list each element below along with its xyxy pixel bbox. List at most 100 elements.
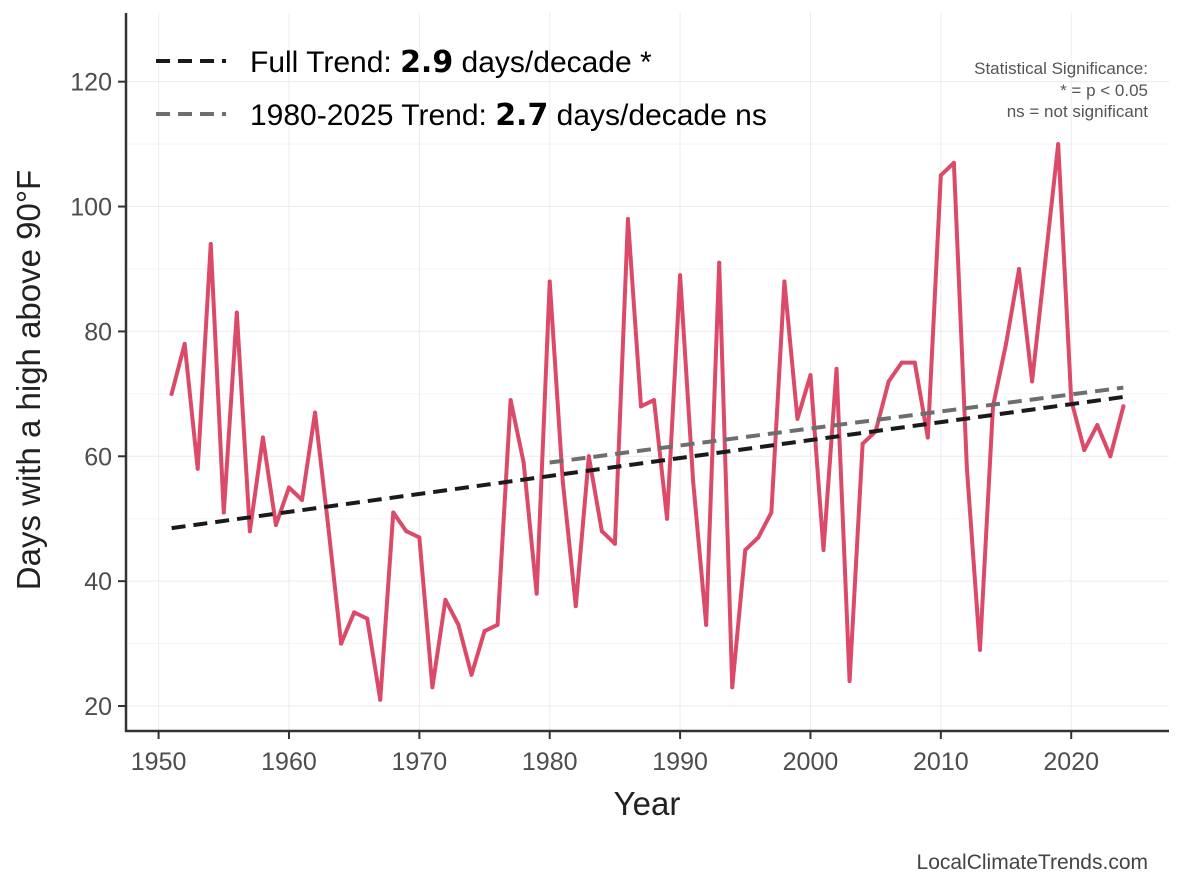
data-point-1952: [182, 341, 187, 346]
data-point-1998: [782, 279, 787, 284]
data-point-1977: [508, 398, 513, 403]
data-point-1987: [638, 404, 643, 409]
x-tick-label-2010: 2010: [913, 748, 969, 776]
data-point-1983: [586, 454, 591, 459]
axes: [124, 13, 1169, 733]
data-point-1973: [456, 622, 461, 627]
data-point-1993: [717, 260, 722, 265]
y-axis-title: Days with a high above 90°F: [10, 170, 47, 590]
data-point-2006: [886, 379, 891, 384]
data-point-1985: [612, 541, 617, 546]
source-credit: LocalClimateTrends.com: [917, 851, 1148, 874]
x-tick-label-1990: 1990: [652, 748, 708, 776]
x-ticks: 1950 1960 1970 1980 1990 2000 2010 2020: [131, 731, 1099, 776]
data-point-1981: [560, 479, 565, 484]
data-point-2007: [899, 360, 904, 365]
data-point-1956: [234, 310, 239, 315]
x-tick-label-1960: 1960: [261, 748, 317, 776]
trend-line-1980-2025: [549, 385, 1124, 465]
data-point-1988: [652, 398, 657, 403]
data-point-1994: [730, 685, 735, 690]
data-point-2022: [1095, 423, 1100, 428]
data-point-2023: [1108, 454, 1113, 459]
data-point-1997: [769, 510, 774, 515]
data-point-1958: [260, 435, 265, 440]
y-tick-label-40: 40: [84, 568, 112, 596]
data-point-1995: [743, 547, 748, 552]
data-point-1960: [286, 485, 291, 490]
data-point-1962: [313, 410, 318, 415]
data-point-1976: [495, 622, 500, 627]
significance-ns: ns = not significant: [1007, 102, 1149, 121]
data-point-1986: [625, 217, 630, 222]
data-point-1982: [573, 604, 578, 609]
data-point-2017: [1030, 379, 1035, 384]
data-point-1959: [273, 522, 278, 527]
legend-label-full-trend: Full Trend: 2.9 days/decade *: [250, 45, 652, 80]
data-point-1969: [404, 529, 409, 534]
grid: [126, 13, 1169, 731]
data-point-2003: [847, 679, 852, 684]
data-point-1971: [430, 685, 435, 690]
data-point-2009: [925, 435, 930, 440]
data-point-2021: [1082, 448, 1087, 453]
data-point-1999: [795, 416, 800, 421]
data-point-1957: [247, 529, 252, 534]
data-point-1989: [665, 516, 670, 521]
data-point-1954: [208, 242, 213, 247]
y-tick-label-20: 20: [84, 693, 112, 721]
legend-label-1980-trend: 1980-2025 Trend: 2.7 days/decade ns: [250, 98, 767, 133]
x-tick-label-2020: 2020: [1043, 748, 1099, 776]
trend-line-full: [171, 394, 1124, 531]
data-point-2018: [1043, 260, 1048, 265]
data-point-1990: [678, 273, 683, 278]
significance-note: Statistical Significance: * = p < 0.05 n…: [974, 59, 1148, 121]
data-point-2010: [938, 173, 943, 178]
x-tick-label-1950: 1950: [131, 748, 187, 776]
data-point-2015: [1004, 341, 1009, 346]
significance-star: * = p < 0.05: [1060, 81, 1148, 100]
data-point-1975: [482, 629, 487, 634]
data-point-1965: [352, 610, 357, 615]
x-tick-label-2000: 2000: [783, 748, 839, 776]
data-point-1972: [443, 597, 448, 602]
data-point-1996: [756, 535, 761, 540]
data-point-2012: [964, 466, 969, 471]
y-tick-label-120: 120: [70, 69, 112, 97]
y-tick-label-100: 100: [70, 194, 112, 222]
data-point-1978: [521, 460, 526, 465]
data-point-1979: [534, 591, 539, 596]
y-ticks: 20 40 60 80 100 120: [70, 69, 126, 721]
data-point-2004: [860, 441, 865, 446]
series-line: [169, 142, 1126, 702]
data-point-1991: [691, 479, 696, 484]
data-series: [169, 142, 1126, 702]
data-point-1963: [326, 522, 331, 527]
data-point-1968: [391, 510, 396, 515]
data-point-2013: [977, 647, 982, 652]
data-point-2011: [951, 160, 956, 165]
x-axis-title: Year: [614, 785, 681, 822]
y-tick-label-80: 80: [84, 318, 112, 346]
data-point-1964: [339, 641, 344, 646]
legend: Full Trend: 2.9 days/decade * 1980-2025 …: [156, 45, 767, 133]
data-point-1967: [378, 697, 383, 702]
data-point-1984: [599, 529, 604, 534]
data-point-2002: [834, 366, 839, 371]
data-point-2024: [1121, 404, 1126, 409]
data-point-1953: [195, 466, 200, 471]
y-tick-label-60: 60: [84, 443, 112, 471]
data-point-1966: [365, 616, 370, 621]
data-point-2000: [808, 373, 813, 378]
data-point-2019: [1056, 142, 1061, 147]
data-point-2001: [821, 547, 826, 552]
x-tick-label-1970: 1970: [392, 748, 448, 776]
data-point-1974: [469, 672, 474, 677]
data-point-1980: [547, 279, 552, 284]
significance-title: Statistical Significance:: [974, 59, 1148, 78]
data-point-2008: [912, 360, 917, 365]
data-point-1955: [221, 510, 226, 515]
trend-lines: [171, 385, 1124, 531]
data-point-2016: [1017, 266, 1022, 271]
